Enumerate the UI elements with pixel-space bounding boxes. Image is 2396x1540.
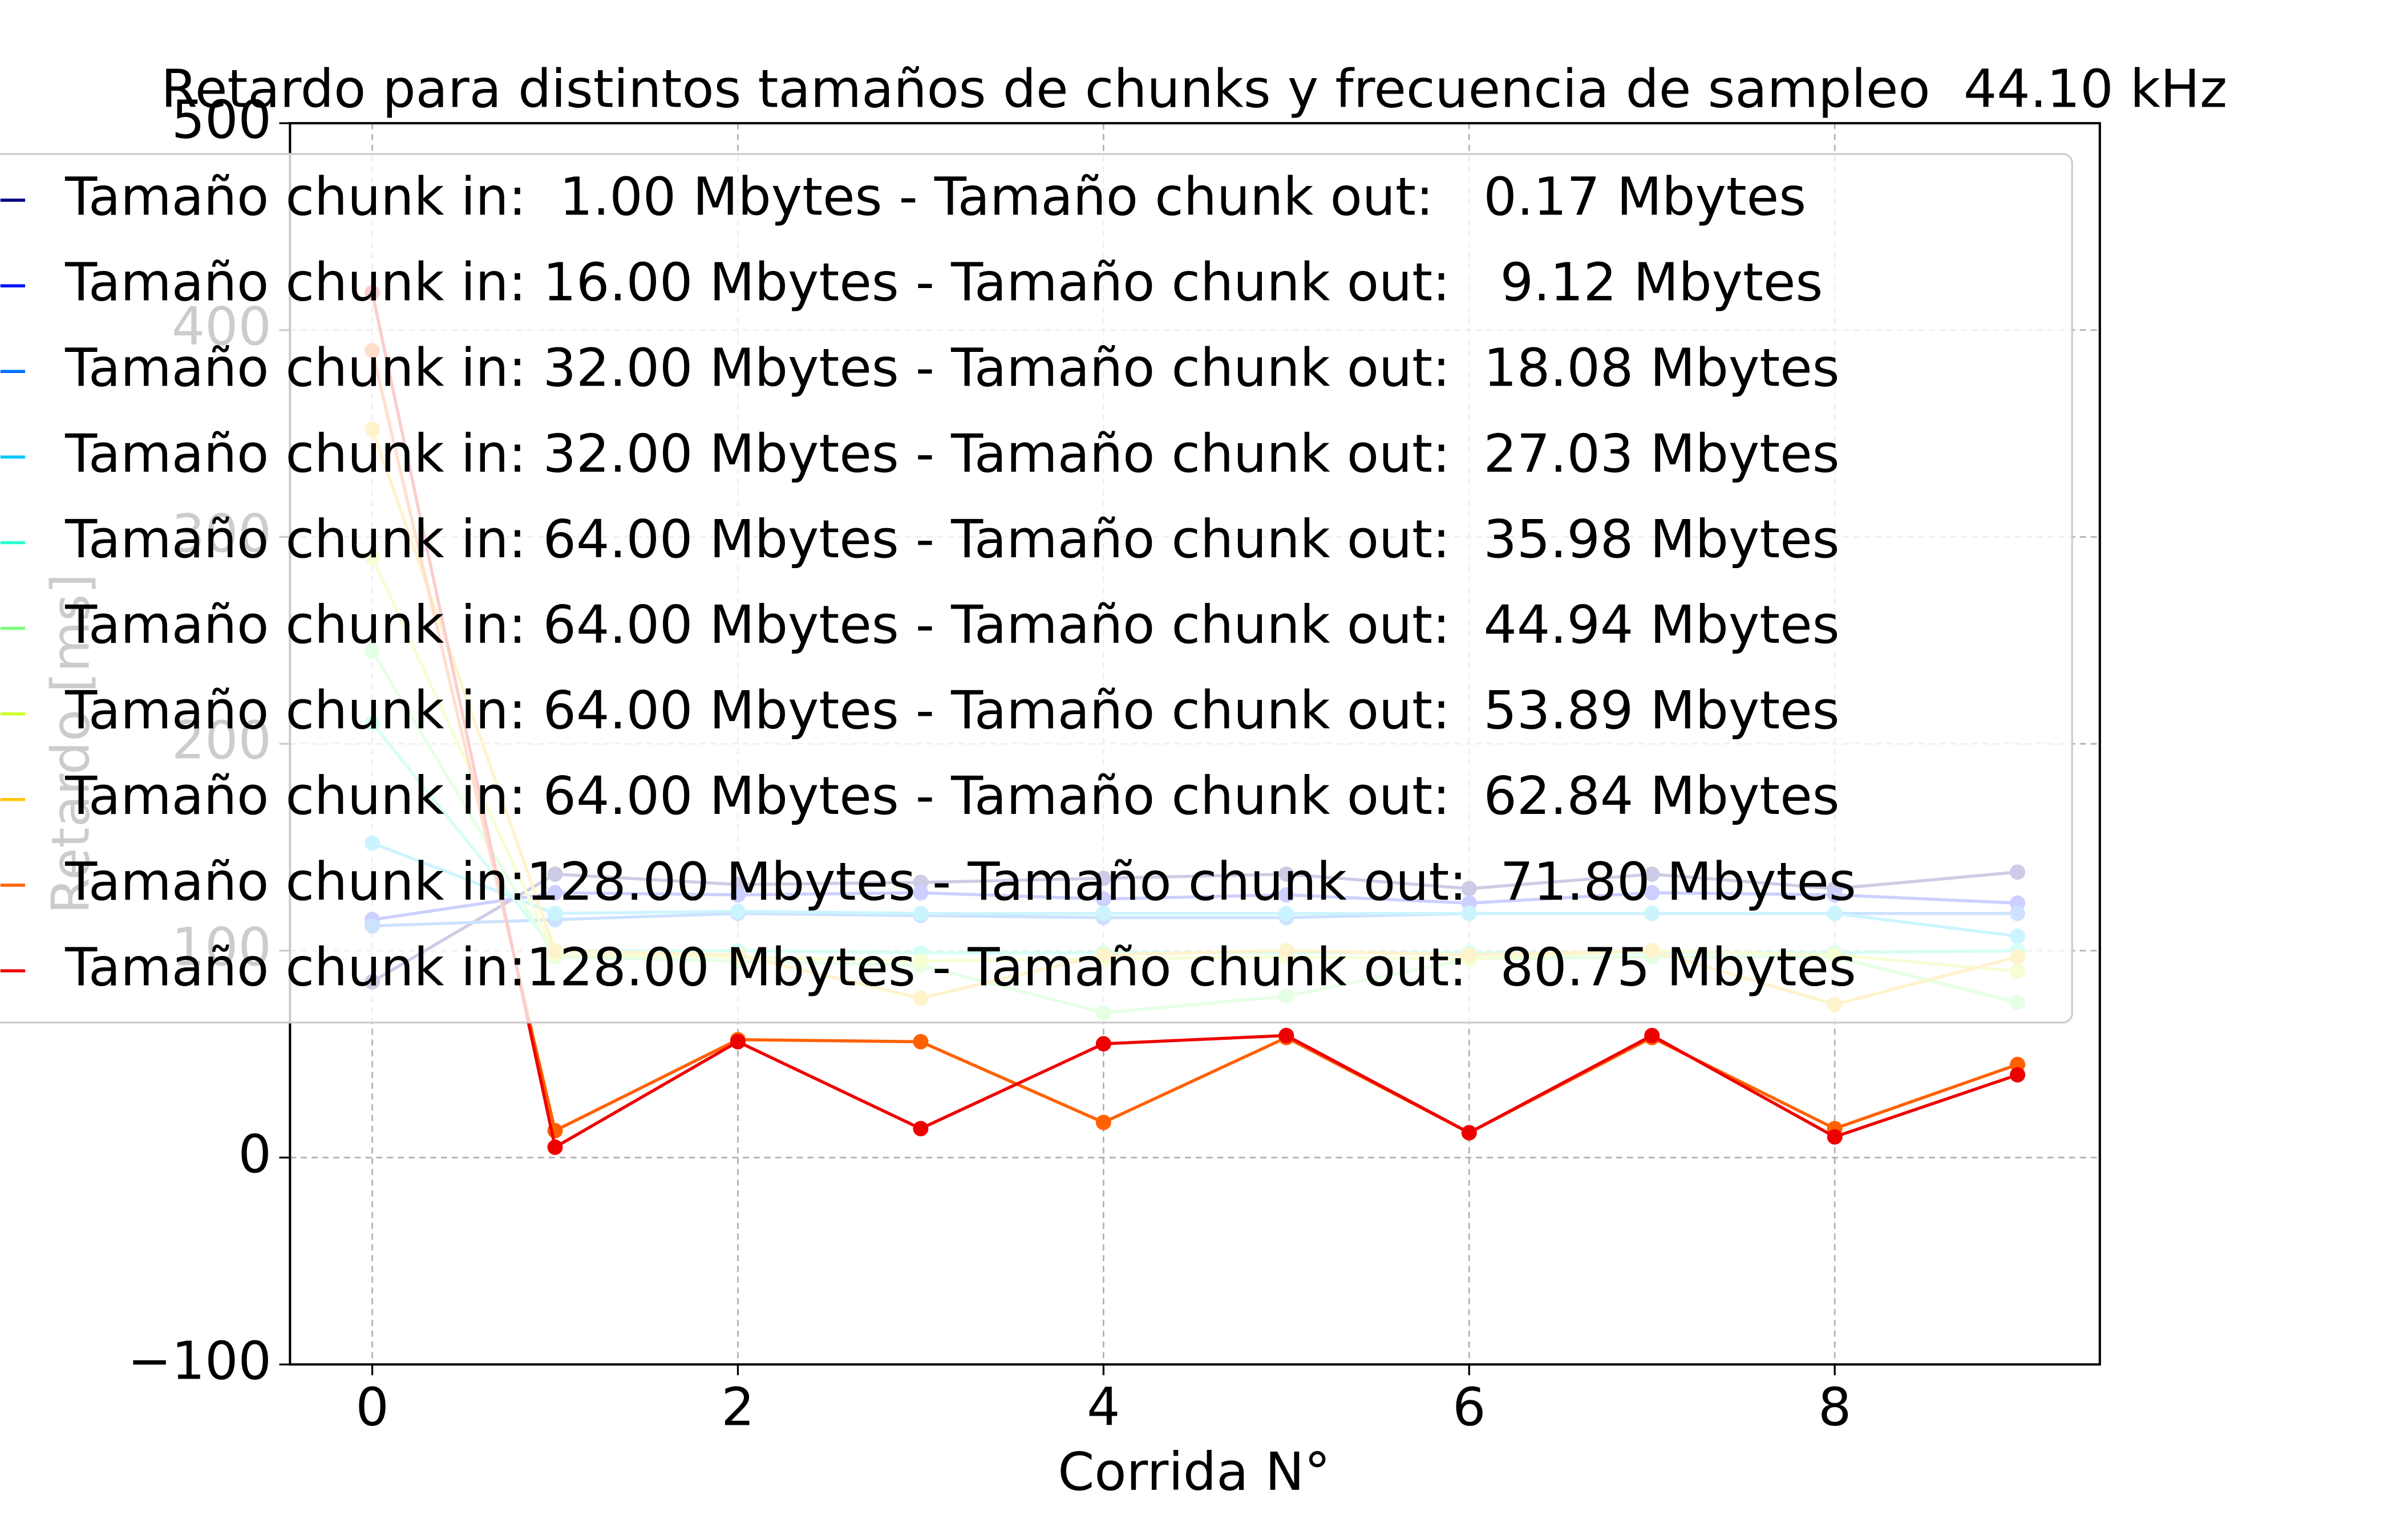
- data-point: [1461, 1125, 1477, 1141]
- data-point: [1827, 1129, 1843, 1145]
- x-tick-label: 2: [721, 1377, 754, 1438]
- data-point: [1644, 1028, 1660, 1044]
- chart-title: Retardo para distintos tamaños de chunks…: [161, 58, 2227, 119]
- x-tick-label: 8: [1818, 1377, 1851, 1438]
- y-tick-label: 0: [238, 1124, 272, 1185]
- data-point: [913, 1121, 929, 1137]
- legend-label: Tamaño chunk in: 64.00 Mbytes - Tamaño c…: [64, 594, 1839, 655]
- x-tick-label: 6: [1452, 1377, 1486, 1438]
- x-tick-label: 0: [355, 1377, 388, 1438]
- data-point: [1095, 1115, 1111, 1130]
- legend-label: Tamaño chunk in: 64.00 Mbytes - Tamaño c…: [64, 765, 1839, 826]
- data-point: [2010, 1067, 2026, 1083]
- legend-label: Tamaño chunk in: 16.00 Mbytes - Tamaño c…: [64, 252, 1823, 313]
- data-point: [1095, 1036, 1111, 1052]
- legend-label: Tamaño chunk in: 1.00 Mbytes - Tamaño ch…: [64, 166, 1806, 227]
- legend-label: Tamaño chunk in: 64.00 Mbytes - Tamaño c…: [64, 509, 1839, 570]
- legend-label: Tamaño chunk in:128.00 Mbytes - Tamaño c…: [64, 937, 1856, 998]
- data-point: [913, 1034, 929, 1049]
- series-line: [370, 292, 2018, 1150]
- x-tick-label: 4: [1087, 1377, 1120, 1438]
- x-axis-label: Corrida N°: [1058, 1441, 1330, 1502]
- legend-label: Tamaño chunk in: 32.00 Mbytes - Tamaño c…: [64, 423, 1839, 484]
- legend-label: Tamaño chunk in: 32.00 Mbytes - Tamaño c…: [64, 338, 1839, 399]
- data-point: [1278, 1028, 1294, 1044]
- legend-box: [0, 153, 2073, 1024]
- data-point: [730, 1034, 746, 1049]
- legend-label: Tamaño chunk in:128.00 Mbytes - Tamaño c…: [64, 851, 1856, 912]
- series-line: [370, 350, 2018, 1135]
- y-tick-label: 500: [172, 89, 272, 150]
- data-point: [547, 1139, 563, 1155]
- legend-label: Tamaño chunk in: 64.00 Mbytes - Tamaño c…: [64, 680, 1839, 741]
- y-tick-label: −100: [128, 1331, 272, 1392]
- legend: Tamaño chunk in: 1.00 Mbytes - Tamaño ch…: [0, 153, 2073, 1024]
